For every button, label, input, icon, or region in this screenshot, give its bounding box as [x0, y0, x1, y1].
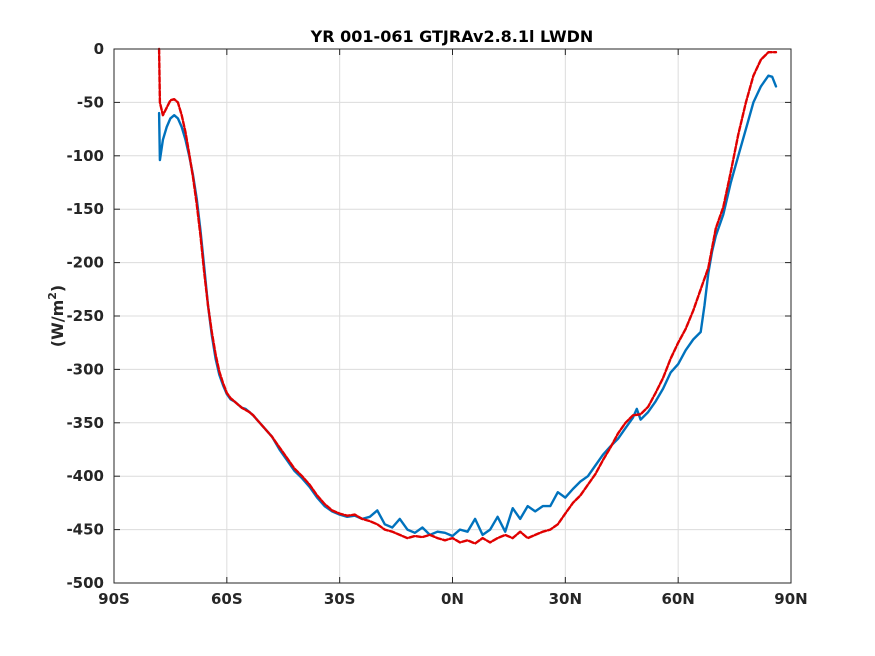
y-tick-label: -50: [77, 93, 104, 111]
x-tick-label: 0N: [441, 590, 464, 608]
y-tick-label: -450: [66, 521, 104, 539]
y-tick-label: -100: [66, 147, 104, 165]
y-tick-label: -400: [66, 467, 104, 485]
y-axis-label: (W/m2): [46, 285, 67, 347]
y-tick-label: -500: [66, 574, 104, 592]
y-tick-label: -250: [66, 307, 104, 325]
y-tick-label: -350: [66, 414, 104, 432]
x-tick-label: 60S: [211, 590, 243, 608]
x-tick-label: 30S: [324, 590, 356, 608]
y-axis-label-superscript: 2: [46, 292, 59, 300]
y-tick-labels: 0 -50 -100 -150 -200 -250 -300 -350 -400 -450 -500: [66, 40, 104, 592]
y-axis-label-close: ): [48, 285, 67, 292]
x-tick-label: 90S: [98, 590, 130, 608]
y-tick-label: -300: [66, 360, 104, 378]
axis-ticks: [113, 48, 792, 584]
x-tick-label: 90N: [774, 590, 807, 608]
data-series: [157, 47, 778, 545]
x-tick-label: 60N: [661, 590, 694, 608]
x-tick-labels: 90S 60S 30S 0N 30N 60N 90N: [98, 590, 808, 608]
chart-title: YR 001-061 GTJRAv2.8.1l LWDN: [310, 27, 594, 46]
y-tick-label: -200: [66, 254, 104, 272]
series-line-2: [157, 47, 778, 545]
x-tick-label: 30N: [549, 590, 582, 608]
y-tick-label: 0: [94, 40, 104, 58]
y-axis-label-unit: (W/m: [48, 300, 67, 347]
y-tick-label: -150: [66, 200, 104, 218]
